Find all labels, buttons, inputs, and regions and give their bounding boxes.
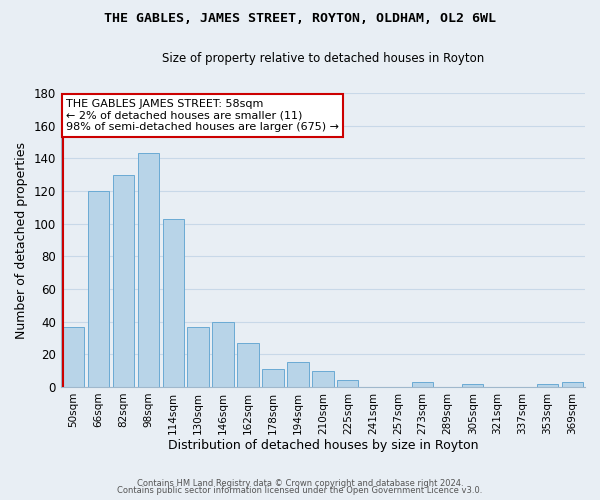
Bar bbox=[62, 326, 84, 387]
Bar bbox=[113, 174, 134, 387]
Bar bbox=[562, 382, 583, 387]
Text: Contains public sector information licensed under the Open Government Licence v3: Contains public sector information licen… bbox=[118, 486, 482, 495]
Bar bbox=[412, 382, 433, 387]
Bar bbox=[212, 322, 233, 387]
Bar bbox=[187, 326, 209, 387]
Bar bbox=[287, 362, 308, 387]
Text: THE GABLES, JAMES STREET, ROYTON, OLDHAM, OL2 6WL: THE GABLES, JAMES STREET, ROYTON, OLDHAM… bbox=[104, 12, 496, 26]
Bar bbox=[262, 369, 284, 387]
Bar bbox=[238, 343, 259, 387]
Bar bbox=[537, 384, 558, 387]
Bar bbox=[337, 380, 358, 387]
Title: Size of property relative to detached houses in Royton: Size of property relative to detached ho… bbox=[162, 52, 484, 66]
Bar bbox=[88, 191, 109, 387]
Bar bbox=[163, 219, 184, 387]
Y-axis label: Number of detached properties: Number of detached properties bbox=[15, 142, 28, 338]
Bar bbox=[462, 384, 483, 387]
Bar bbox=[137, 154, 159, 387]
Text: Contains HM Land Registry data © Crown copyright and database right 2024.: Contains HM Land Registry data © Crown c… bbox=[137, 478, 463, 488]
X-axis label: Distribution of detached houses by size in Royton: Distribution of detached houses by size … bbox=[167, 440, 478, 452]
Bar bbox=[312, 370, 334, 387]
Text: THE GABLES JAMES STREET: 58sqm
← 2% of detached houses are smaller (11)
98% of s: THE GABLES JAMES STREET: 58sqm ← 2% of d… bbox=[66, 99, 339, 132]
